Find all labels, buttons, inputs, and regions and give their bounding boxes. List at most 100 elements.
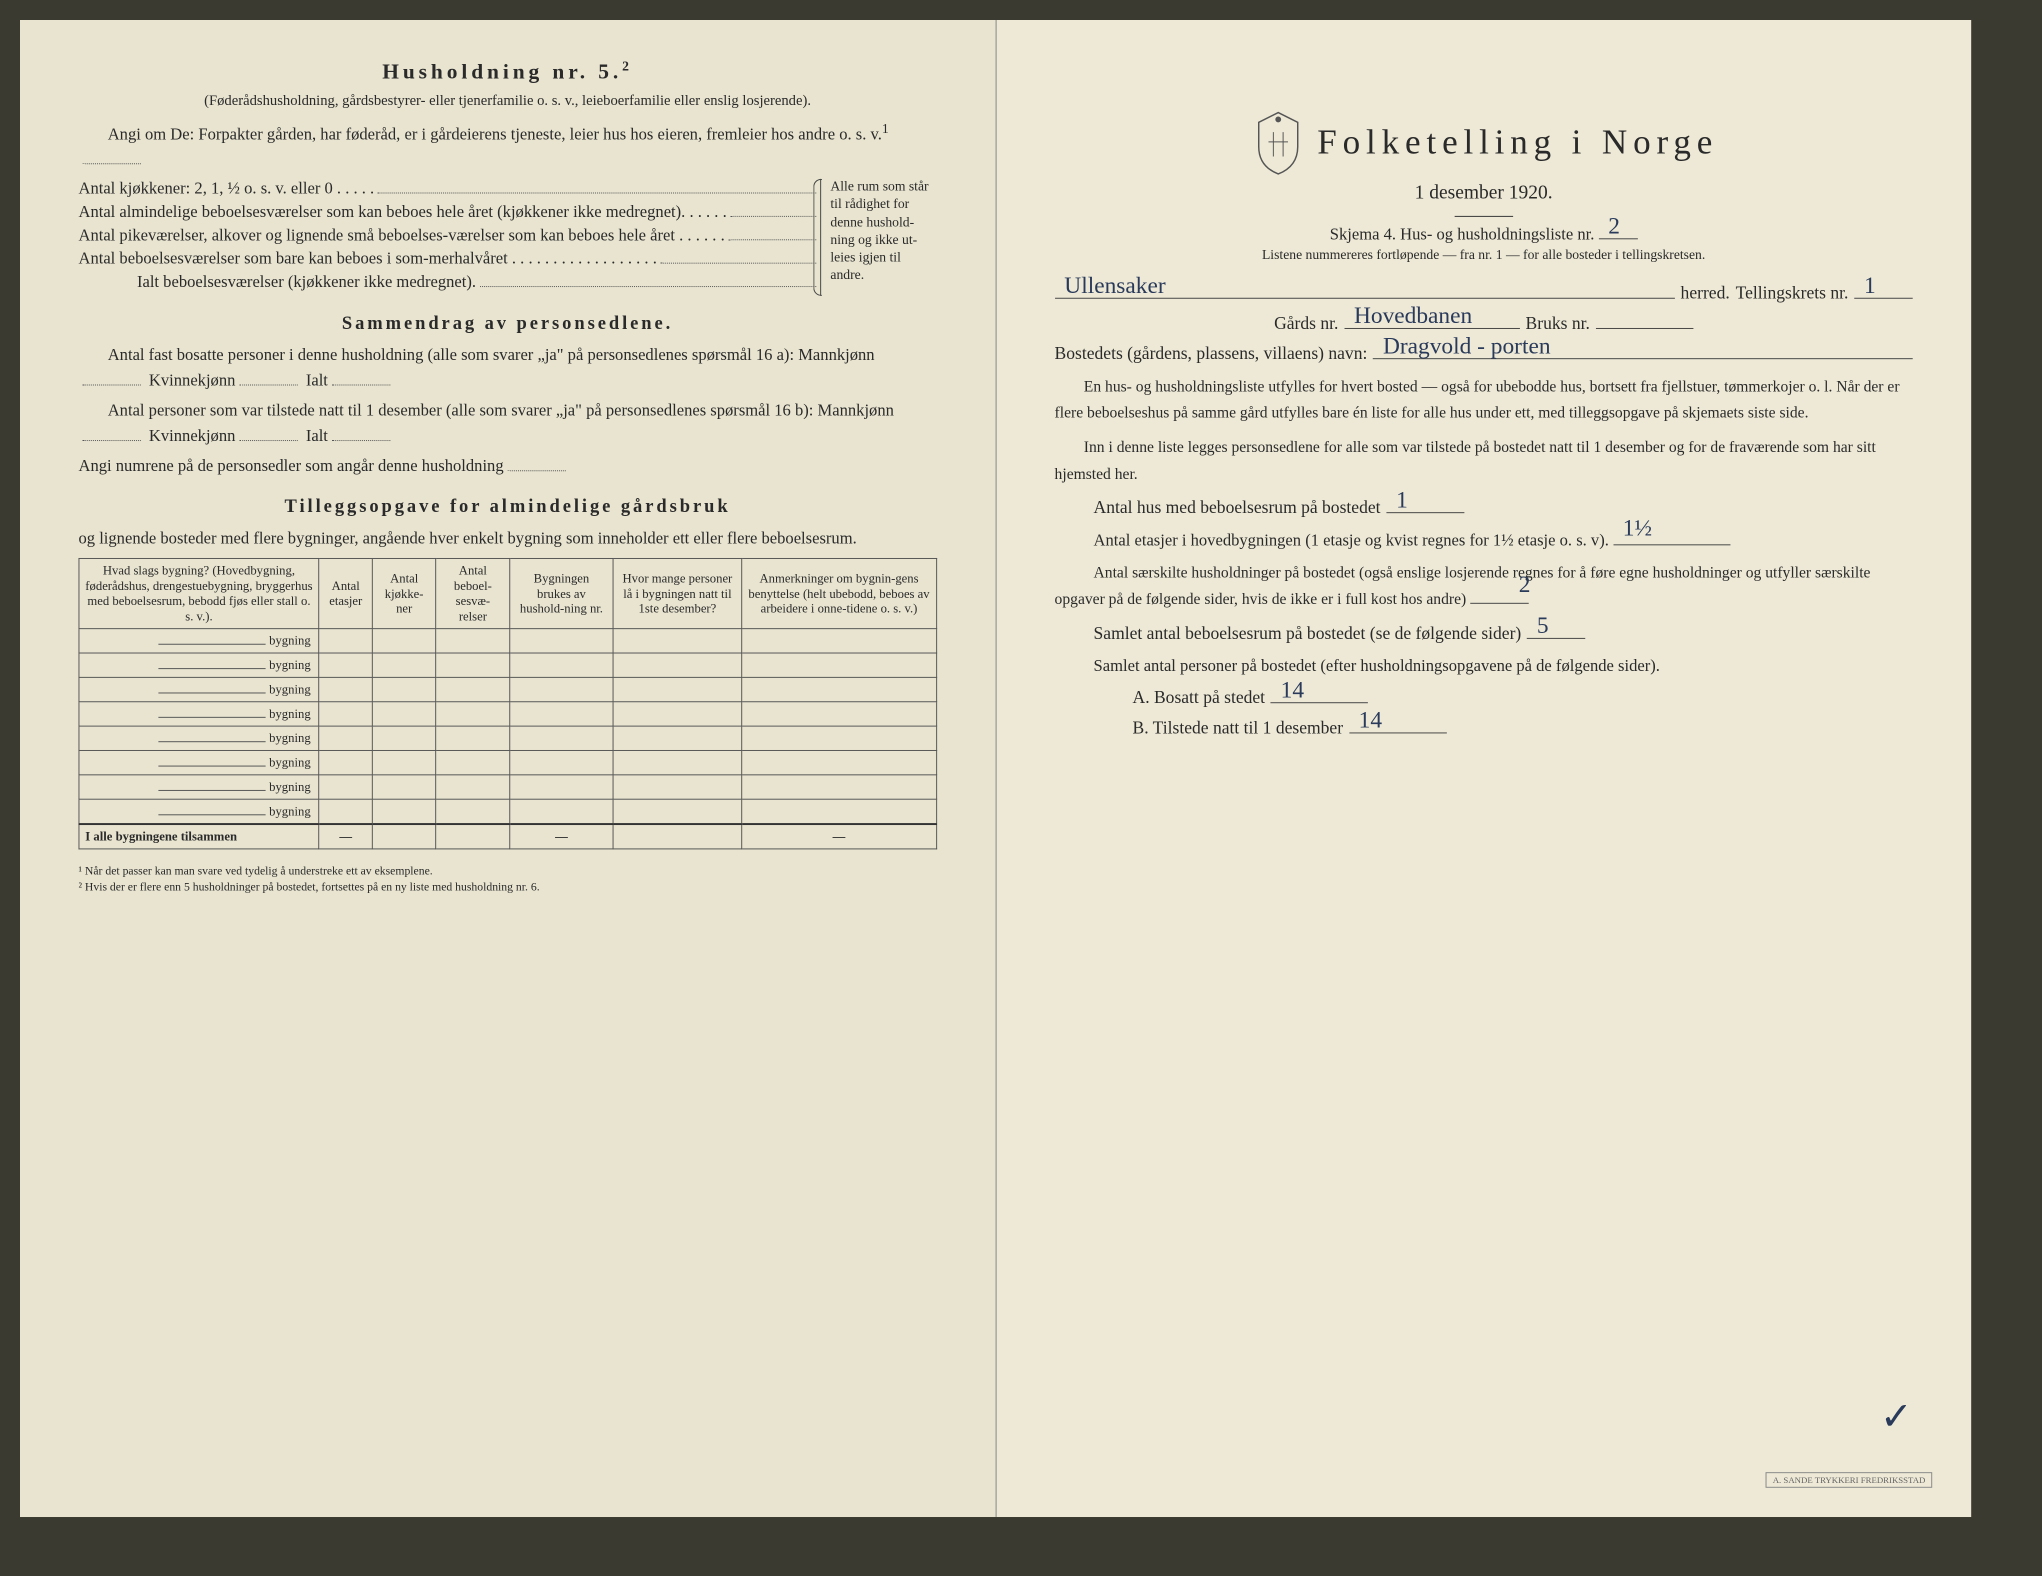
- table-col-header: Antal kjøkke-ner: [373, 559, 436, 629]
- summary-line1: Antal fast bosatte personer i denne hush…: [78, 343, 936, 393]
- gards-hw: Hovedbanen: [1354, 304, 1472, 330]
- antal-hus-line: Antal hus med beboelsesrum på bostedet 1: [1094, 497, 1913, 517]
- tilstede-hw: 14: [1359, 708, 1382, 734]
- building-type-cell: bygning: [79, 653, 319, 677]
- rooms-bracket-group: Antal kjøkkener: 2, 1, ½ o. s. v. eller …: [78, 179, 936, 296]
- table-cell: [510, 750, 613, 774]
- samm-kv-label: Kvinnekjønn: [149, 371, 236, 390]
- antal-hus-label: Antal hus med beboelsesrum på bostedet: [1094, 497, 1381, 517]
- table-cell: [373, 628, 436, 652]
- household-heading: Husholdning nr. 5.2: [78, 59, 936, 84]
- table-cell: [742, 701, 936, 725]
- table-cell: [742, 628, 936, 652]
- table-cell: [510, 774, 613, 798]
- rooms-lines: Antal kjøkkener: 2, 1, ½ o. s. v. eller …: [78, 179, 819, 296]
- summer-rooms-line: Antal beboelsesværelser som bare kan beb…: [78, 249, 819, 268]
- table-row: bygning: [79, 774, 936, 798]
- table-row: bygning: [79, 628, 936, 652]
- buildings-table-wrap: Hvad slags bygning? (Hovedbygning, føder…: [78, 558, 936, 849]
- gards-label: Gårds nr.: [1274, 313, 1338, 333]
- telling-label: Tellingskrets nr.: [1736, 283, 1849, 303]
- kitchens-line: Antal kjøkkener: 2, 1, ½ o. s. v. eller …: [78, 179, 819, 198]
- heading-sub1: (Føderådshusholdning, gårdsbestyrer- ell…: [78, 92, 936, 111]
- main-title: Folketelling i Norge: [1317, 121, 1718, 162]
- building-type-cell: bygning: [79, 774, 319, 798]
- samlet-bebo-hw: 5: [1537, 613, 1549, 639]
- table-cell: [613, 653, 742, 677]
- checkmark-icon: ✓: [1880, 1393, 1913, 1439]
- bracket-note: Alle rum som står til rådighet for denne…: [820, 179, 937, 296]
- table-cell: [373, 701, 436, 725]
- antal-etasjer-label: Antal etasjer i hovedbygningen (1 etasje…: [1094, 530, 1609, 549]
- fillin-line: [378, 193, 816, 194]
- bosatt-line: A. Bosatt på stedet 14: [1133, 688, 1913, 708]
- table-cell: [373, 653, 436, 677]
- right-page: Folketelling i Norge 1 desember 1920. Sk…: [996, 20, 1971, 1517]
- table-body: bygning bygning bygning bygning bygning …: [79, 628, 936, 848]
- table-cell: [510, 628, 613, 652]
- table-cell: [436, 799, 510, 824]
- table-cell: [510, 726, 613, 750]
- table-cell: [742, 653, 936, 677]
- table-cell: [742, 774, 936, 798]
- table-cell: [742, 726, 936, 750]
- tilstede-line: B. Tilstede natt til 1 desember 14: [1133, 718, 1913, 738]
- date-subtitle: 1 desember 1920.: [1055, 182, 1913, 204]
- table-cell: [436, 726, 510, 750]
- footnote-1: ¹ Når det passer kan man svare ved tydel…: [78, 863, 936, 879]
- heading-sub2: Angi om De: Forpakter gården, har føderå…: [78, 119, 936, 171]
- table-cell: [373, 726, 436, 750]
- bosted-label: Bostedets (gårdens, plassens, villaens) …: [1055, 344, 1368, 364]
- title-row: Folketelling i Norge: [1055, 108, 1913, 176]
- heading-text: Husholdning nr. 5.: [382, 59, 622, 83]
- table-cell: [436, 701, 510, 725]
- samlet-bebo-label: Samlet antal beboelsesrum på bostedet (s…: [1094, 623, 1522, 643]
- building-type-cell: bygning: [79, 701, 319, 725]
- table-cell: [510, 701, 613, 725]
- para3-text: Antal særskilte husholdninger på bostede…: [1055, 565, 1871, 608]
- table-cell: [510, 653, 613, 677]
- fillin-line: [82, 384, 140, 385]
- samm1-text: Antal fast bosatte personer i denne hush…: [108, 346, 875, 365]
- antal-hus-hw: 1: [1396, 488, 1408, 514]
- divider: [1454, 216, 1512, 217]
- telling-nr-hw: 1: [1864, 273, 1876, 299]
- fillin-line: [239, 440, 297, 441]
- building-type-cell: bygning: [79, 628, 319, 652]
- fillin-line: [332, 384, 390, 385]
- table-cell: [436, 628, 510, 652]
- table-row: bygning: [79, 750, 936, 774]
- sum-cell: —: [319, 824, 373, 849]
- sum-cell: [436, 824, 510, 849]
- table-cell: [319, 726, 373, 750]
- table-row: bygning: [79, 701, 936, 725]
- table-row: bygning: [79, 726, 936, 750]
- samm-ialt-label2: Ialt: [306, 426, 328, 445]
- gards-line: Gårds nr. Hovedbanen Bruks nr.: [1055, 313, 1913, 333]
- fillin-line: [82, 440, 140, 441]
- fillin-line: [729, 239, 816, 240]
- table-cell: [436, 774, 510, 798]
- samlet-pers-line: Samlet antal personer på bostedet (efter…: [1094, 653, 1913, 678]
- fillin-line: [731, 216, 816, 217]
- samm-kv-label2: Kvinnekjønn: [149, 426, 236, 445]
- samm-ialt-label: Ialt: [306, 371, 328, 390]
- table-cell: [510, 799, 613, 824]
- left-page: Husholdning nr. 5.2 (Føderådshusholdning…: [20, 20, 996, 1517]
- summer-label: Antal beboelsesværelser som bare kan beb…: [78, 249, 656, 268]
- table-cell: [319, 628, 373, 652]
- table-col-header: Antal beboel-sesvæ-relser: [436, 559, 510, 629]
- fillin-line: [508, 470, 566, 471]
- table-cell: [319, 750, 373, 774]
- table-cell: [613, 701, 742, 725]
- table-cell: [510, 677, 613, 701]
- building-type-cell: bygning: [79, 750, 319, 774]
- kitchens-label: Antal kjøkkener: 2, 1, ½ o. s. v. eller …: [78, 179, 374, 198]
- table-cell: [436, 677, 510, 701]
- samm3-text: Angi numrene på de personsedler som angå…: [78, 457, 503, 476]
- table-row: bygning: [79, 653, 936, 677]
- heading-sup: 2: [622, 60, 633, 75]
- summary-line2: Antal personer som var tilstede natt til…: [78, 398, 936, 448]
- table-cell: [742, 677, 936, 701]
- ordinary-label: Antal almindelige beboelsesværelser som …: [78, 202, 726, 221]
